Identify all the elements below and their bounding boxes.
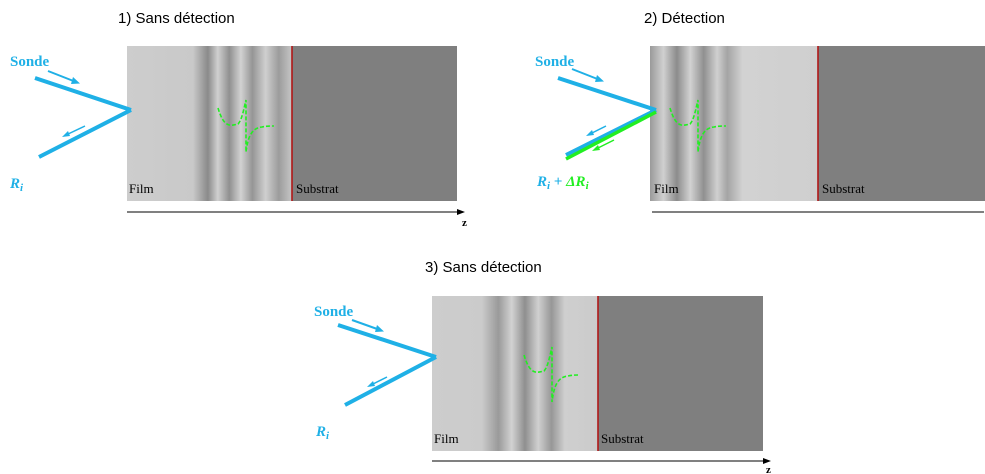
- r-symbol: R: [536, 174, 547, 190]
- delta-r-subscript: i: [586, 180, 590, 192]
- z-axis-arrow-icon: [763, 458, 771, 464]
- panel-2: 2) Détection Film Substrat Sonde Ri + ΔR…: [535, 10, 985, 213]
- film-label: Film: [434, 431, 459, 446]
- film-layer: [127, 46, 292, 201]
- incident-beam: [337, 323, 437, 359]
- film-label: Film: [654, 181, 679, 196]
- reflected-beam: [344, 355, 437, 407]
- film-label: Film: [129, 181, 154, 196]
- r-subscript: i: [547, 180, 551, 192]
- panel-3-title: 3) Sans détection: [425, 259, 542, 276]
- panel-2-title: 2) Détection: [644, 10, 725, 27]
- panel-1-title: 1) Sans détection: [118, 10, 235, 27]
- substrat-layer: [292, 46, 457, 201]
- incident-beam: [557, 76, 657, 112]
- sonde-label: Sonde: [10, 54, 50, 70]
- incident-arrow-head-icon: [375, 325, 384, 332]
- incident-arrow-head-icon: [71, 77, 80, 84]
- film-layer: [650, 46, 818, 201]
- reflected-beam: [38, 108, 132, 159]
- r-symbol: R: [315, 424, 326, 440]
- reflected-arrow-head-icon: [586, 130, 594, 136]
- incident-arrow-icon: [571, 68, 601, 81]
- reflected-beam: [565, 108, 657, 157]
- substrat-label: Substrat: [822, 181, 865, 196]
- panel-3: 3) Sans détection Film Substrat Sonde Ri…: [314, 259, 771, 474]
- plus-sign: +: [550, 174, 566, 190]
- z-axis-arrow-icon: [457, 209, 465, 215]
- panel-1: 1) Sans détection Film Substrat Sonde Ri…: [9, 10, 467, 229]
- incident-arrow-icon: [351, 319, 381, 331]
- wave-curve: [669, 99, 727, 153]
- r-subscript: i: [20, 182, 24, 194]
- delta-arrow-head-icon: [592, 145, 600, 151]
- incident-beam: [34, 76, 132, 112]
- substrat-label: Substrat: [601, 431, 644, 446]
- film-layer: [432, 296, 598, 451]
- sonde-label: Sonde: [535, 54, 575, 70]
- r-subscript: i: [326, 430, 330, 442]
- z-axis-label: z: [462, 217, 467, 229]
- incident-arrow-head-icon: [595, 75, 604, 82]
- reflected-arrow-icon: [65, 125, 86, 136]
- reflected-arrow-head-icon: [62, 131, 70, 137]
- substrat-layer: [818, 46, 985, 201]
- incident-arrow-icon: [47, 70, 77, 83]
- reflectance-label: Ri: [315, 424, 330, 442]
- wave-curve: [217, 99, 275, 153]
- reflectance-label: Ri: [9, 176, 24, 194]
- z-axis-label: z: [766, 464, 771, 474]
- substrat-label: Substrat: [296, 181, 339, 196]
- delta-reflected-beam: [565, 110, 657, 161]
- wave-curve: [523, 346, 581, 403]
- sonde-label: Sonde: [314, 304, 354, 320]
- reflected-arrow-head-icon: [367, 381, 375, 387]
- substrat-layer: [598, 296, 763, 451]
- r-symbol: R: [9, 176, 20, 192]
- delta-r-symbol: ΔR: [565, 174, 585, 190]
- reflectance-label: Ri + ΔRi: [536, 174, 590, 192]
